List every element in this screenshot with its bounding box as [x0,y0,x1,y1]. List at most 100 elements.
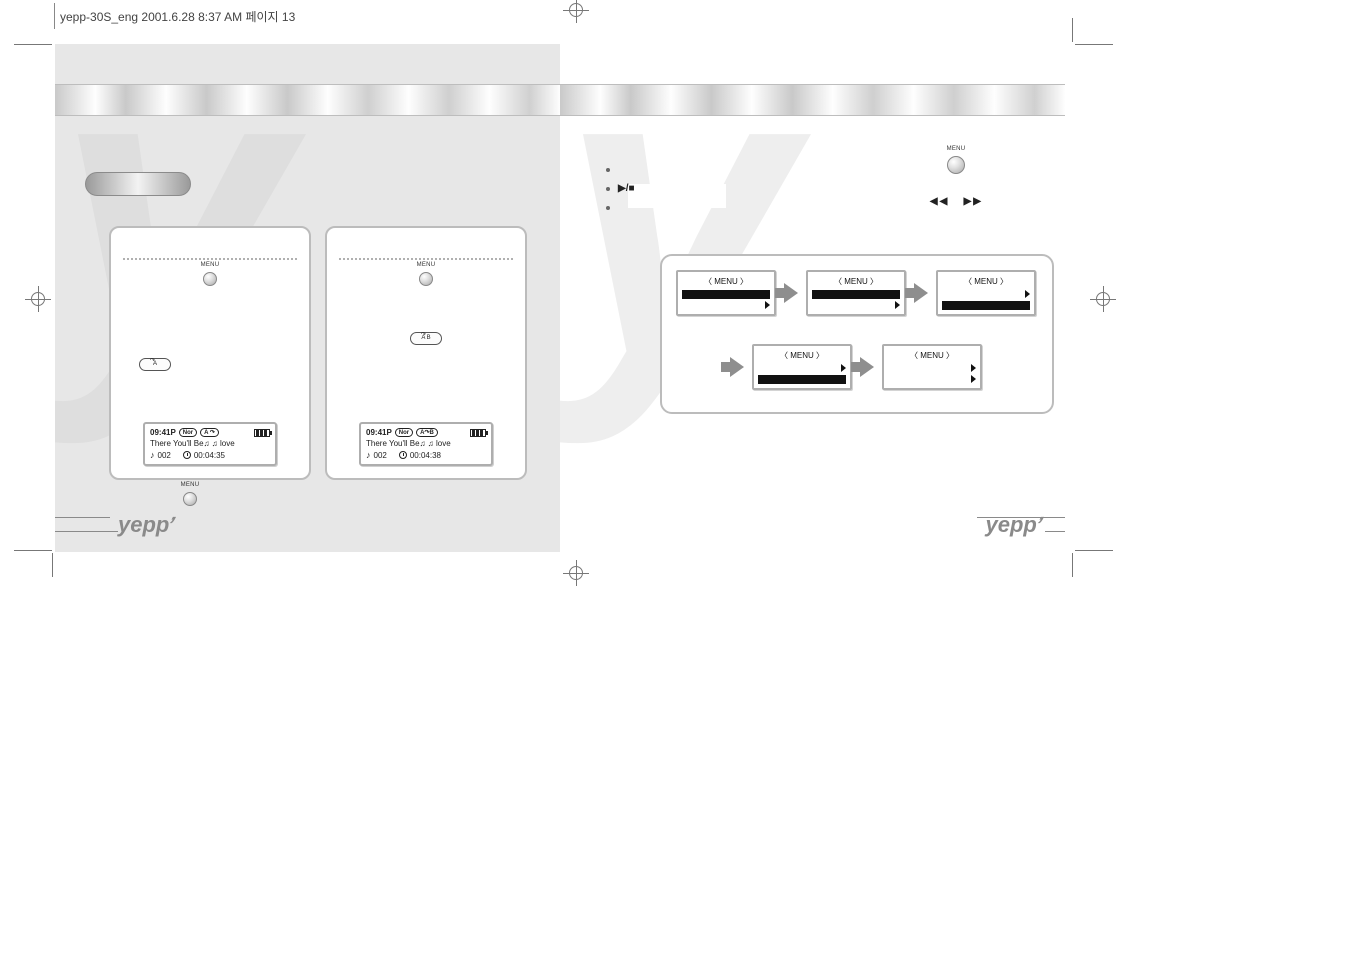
arrow-right-icon [784,283,798,303]
menu-bottom-row [682,301,770,310]
play-pause-symbol: ▶/■ [618,183,635,194]
chevron-right-icon [971,364,976,372]
lcd-ab-pill: A↷B [416,428,438,437]
lcd-track-title: There You'll Be♫ ♫ love [150,439,270,448]
menu-flow-panel: 〈 MENU 〉 〈 MENU 〉 〈 MENU 〉 [660,254,1054,414]
chevron-right-icon [841,375,846,383]
crop-mark [14,550,52,551]
lcd-track-number: 002 [374,451,387,460]
seek-symbols: ◀◀ ▶▶ [930,196,983,207]
crop-mark [1075,44,1113,45]
fastforward-symbol: ▶▶ [964,196,983,207]
page-spread: y ↷ A 09:41P Nor A ↷ There You'll [55,44,1065,552]
chevron-right-icon [895,290,900,298]
chevron-right-icon [841,364,846,372]
menu-title: 〈 MENU 〉 [888,350,976,361]
menu-title: 〈 MENU 〉 [942,276,1030,287]
chevron-right-icon [1025,290,1030,298]
menu-button-illustration [111,272,309,286]
header-band [560,84,1065,116]
arrow-right-icon [730,357,744,377]
yepp-logo: yepp’ [118,512,175,538]
menu-selection-bar [682,290,770,299]
lcd-elapsed: 00:04:38 [410,451,441,460]
menu-selection-bar [942,290,1030,299]
header-band [55,84,560,116]
battery-icon [254,429,270,437]
bullet-dot-icon [606,187,610,191]
dotted-divider [339,258,513,260]
menu-screen: 〈 MENU 〉 [806,270,906,316]
registration-mark-right [1090,286,1116,312]
bullet-dot-icon [606,206,610,210]
menu-bottom-row [888,375,976,384]
menu-button-below [183,492,197,506]
menu-screen: 〈 MENU 〉 [752,344,852,390]
crop-mark [1072,553,1073,577]
yepp-logo: yepp’ [986,512,1043,538]
text-slot [628,184,726,208]
title-lozenge [85,172,191,196]
menu-screen: 〈 MENU 〉 [676,270,776,316]
page-print-header: yepp-30S_eng 2001.6.28 8:37 AM 페이지 13 [60,8,295,25]
menu-selection-bar [812,290,900,299]
lcd-track-title: There You'll Be♫ ♫ love [366,439,486,448]
repeat-arrow-icon: ↷ [421,330,426,341]
registration-mark-bottom [563,560,589,586]
manual-page-right: y ▶/■ ◀◀ ▶▶ 〈 MENU 〉 [560,44,1065,552]
manual-page-left: y ↷ A 09:41P Nor A ↷ There You'll [55,44,560,552]
registration-mark-left [25,286,51,312]
menu-button-icon [947,156,965,174]
rewind-symbol: ◀◀ [930,196,949,207]
lcd-screen-1: 09:41P Nor A ↷ There You'll Be♫ ♫ love ♪… [143,422,277,466]
note-icon: ♪ [150,450,155,460]
chevron-right-icon [1025,301,1030,309]
note-icon: ♪ [366,450,371,460]
lcd-mode-pill: Nor [179,428,197,437]
arrow-right-icon [860,357,874,377]
crop-mark [14,44,52,45]
lcd-screen-2: 09:41P Nor A↷B There You'll Be♫ ♫ love ♪… [359,422,493,466]
logo-rule [55,517,110,518]
lcd-ab-pill: A ↷ [200,428,219,437]
menu-screen: 〈 MENU 〉 [936,270,1036,316]
menu-selection-bar [758,364,846,373]
repeat-arrow-icon: ↷ [150,356,155,367]
menu-screen: 〈 MENU 〉 [882,344,982,390]
battery-icon [470,429,486,437]
menu-button-illustration [327,272,525,286]
lcd-mode-pill: Nor [395,428,413,437]
menu-bottom-row [812,301,900,310]
menu-button-icon [203,272,217,286]
menu-button-icon [419,272,433,286]
crop-mark [1075,550,1113,551]
menu-bottom-row [758,375,846,384]
menu-selection-bar [888,364,976,373]
header-rule [54,3,55,29]
instruction-bullets: ▶/■ [606,160,635,217]
step-panel-2: ↷ A B 09:41P Nor A↷B There You'll Be♫ ♫ … [325,226,527,480]
bullet-dot-icon [606,168,610,172]
step-panel-1: ↷ A 09:41P Nor A ↷ There You'll Be♫ ♫ lo… [109,226,311,480]
dotted-divider [123,258,297,260]
lcd-time: 09:41P [150,428,176,437]
crop-mark [52,553,53,577]
arrow-right-icon [914,283,928,303]
lcd-track-number: 002 [158,451,171,460]
lcd-elapsed: 00:04:35 [194,451,225,460]
menu-title: 〈 MENU 〉 [682,276,770,287]
logo-rule [55,531,118,532]
menu-button-icon [183,492,197,506]
chevron-right-icon [895,301,900,309]
chevron-right-icon [765,301,770,309]
clock-icon [183,451,191,459]
chevron-right-icon [765,290,770,298]
logo-rule [1045,531,1065,532]
ab-repeat-pill-a: ↷ A [139,358,171,371]
menu-bottom-row [942,301,1030,310]
crop-mark [1072,18,1073,42]
menu-title: 〈 MENU 〉 [758,350,846,361]
registration-mark-top [563,0,589,23]
clock-icon [399,451,407,459]
menu-button-large [947,156,965,174]
